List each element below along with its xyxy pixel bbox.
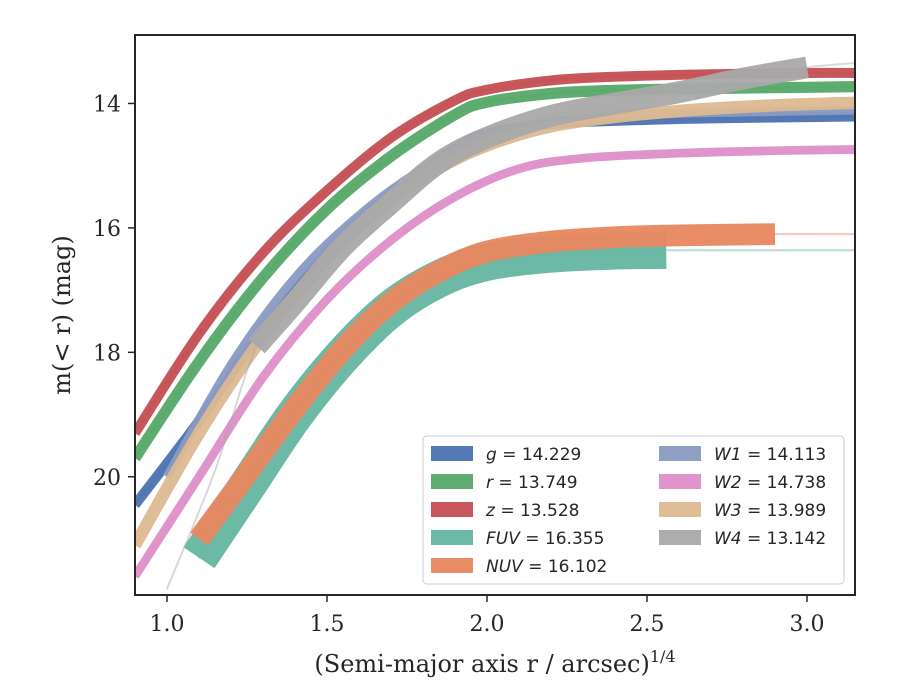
legend-label-r: r = 13.749 [486,473,578,493]
plot-frame [134,34,856,596]
y-axis-label: m(< r) (mag) [48,235,76,394]
legend-swatch-g [431,446,473,461]
legend-frame [422,435,845,585]
legend-label-w2: W2 = 14.738 [714,473,826,493]
legend-label-g: g = 14.229 [486,445,581,465]
legend-label-w3: W3 = 13.989 [714,501,826,521]
x-tick-label: 1.0 [150,612,185,637]
legend-entry-w1: W1 = 14.113 [659,445,826,465]
x-tick-label: 2.0 [470,612,505,637]
series-nuv-line [190,223,776,546]
x-tick-label: 3.0 [790,612,825,637]
legend-swatch-nuv [431,558,473,573]
legend-swatch-w3 [659,502,701,517]
legend-swatch-r [431,474,473,489]
legend-label-z: z = 13.528 [485,501,579,521]
legend-entry-w3: W3 = 13.989 [659,501,826,521]
legend-label-nuv: NUV = 16.102 [486,557,607,577]
legend-entry-w4: W4 = 13.142 [659,529,826,549]
legend-label-w1: W1 = 14.113 [714,445,826,465]
y-tick-label: 14 [93,92,121,117]
legend-swatch-w2 [659,474,701,489]
legend-swatch-w4 [659,530,701,545]
series-w2-line [135,145,855,579]
series-w4-line [248,56,809,354]
x-axis-label-power: 1/4 [650,647,676,666]
y-tick-label: 16 [93,217,121,242]
y-tick-label: 18 [93,341,121,366]
plot-area [135,56,855,590]
legend-swatch-fuv [431,530,473,545]
legend-entry-w2: W2 = 14.738 [659,473,826,493]
legend-swatch-w1 [659,446,701,461]
legend-entry-z: z = 13.528 [431,501,579,521]
legend-entry-g: g = 14.229 [431,445,581,465]
x-tick-label: 1.5 [310,612,345,637]
legend-entry-r: r = 13.749 [431,473,578,493]
legend-entry-fuv: FUV = 16.355 [431,529,604,549]
y-axis: 14 16 18 20 [93,92,135,491]
legend: g = 14.229 r = 13.749 z = 13.528 FUV = 16.3… [422,435,845,585]
legend-swatch-z [431,502,473,517]
x-axis-label: (Semi-major axis r / arcsec)1/4 [314,647,675,678]
legend-label-fuv: FUV = 16.355 [486,529,604,549]
x-tick-label: 2.5 [630,612,665,637]
x-axis: 1.0 1.5 2.0 2.5 3.0 [150,595,825,637]
y-tick-label: 20 [93,466,121,491]
legend-label-w4: W4 = 13.142 [714,529,826,549]
series-z-line [135,67,855,436]
legend-entry-nuv: NUV = 16.102 [431,557,607,577]
